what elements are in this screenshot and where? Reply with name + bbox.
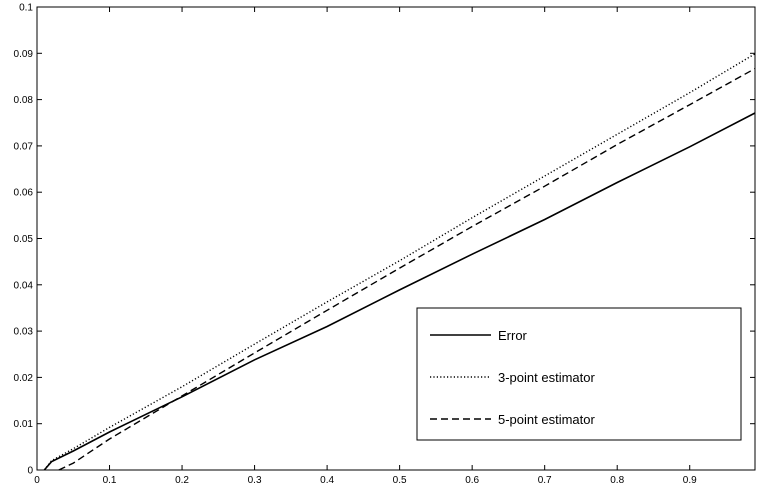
x-tick-label: 0.6 bbox=[465, 475, 479, 486]
x-tick-label: 0.4 bbox=[320, 475, 334, 486]
legend-label-1: Error bbox=[498, 328, 528, 343]
series-layer bbox=[43, 53, 756, 471]
y-axis: 0 0.01 0.02 0.03 0.04 0.05 0.06 0.07 0.08 0.09 0.1 bbox=[14, 3, 755, 477]
x-tick-label: 0.8 bbox=[610, 475, 624, 486]
y-tick-label: 0.09 bbox=[14, 49, 34, 60]
legend: Error 3-point estimator 5-point estimator bbox=[416, 307, 742, 441]
y-tick-label: 0 bbox=[27, 466, 33, 477]
legend-label-2: 3-point estimator bbox=[498, 370, 595, 385]
x-tick-label: 0.1 bbox=[103, 475, 117, 486]
x-tick-label: 0.5 bbox=[393, 475, 407, 486]
x-tick-label: 0.3 bbox=[248, 475, 262, 486]
series-line-2 bbox=[43, 53, 756, 471]
legend-box bbox=[416, 307, 742, 441]
y-tick-label: 0.02 bbox=[14, 373, 34, 384]
series-line-3 bbox=[58, 67, 756, 471]
legend-label-3: 5-point estimator bbox=[498, 412, 595, 427]
series-line-1 bbox=[43, 112, 756, 471]
y-tick-label: 0.03 bbox=[14, 327, 34, 338]
x-tick-label: 0.7 bbox=[538, 475, 552, 486]
x-tick-label: 0.9 bbox=[683, 475, 697, 486]
y-tick-label: 0.01 bbox=[14, 419, 34, 430]
x-tick-label: 0 bbox=[34, 475, 40, 486]
y-tick-label: 0.04 bbox=[14, 280, 34, 291]
x-axis: 0 0.1 0.2 0.3 0.4 0.5 0.6 0.7 0.8 0.9 bbox=[34, 7, 697, 486]
y-tick-label: 0.08 bbox=[14, 95, 34, 106]
y-tick-label: 0.05 bbox=[14, 234, 34, 245]
y-tick-label: 0.07 bbox=[14, 141, 34, 152]
y-tick-label: 0.06 bbox=[14, 188, 34, 199]
y-tick-label: 0.1 bbox=[19, 3, 33, 14]
x-tick-label: 0.2 bbox=[175, 475, 189, 486]
